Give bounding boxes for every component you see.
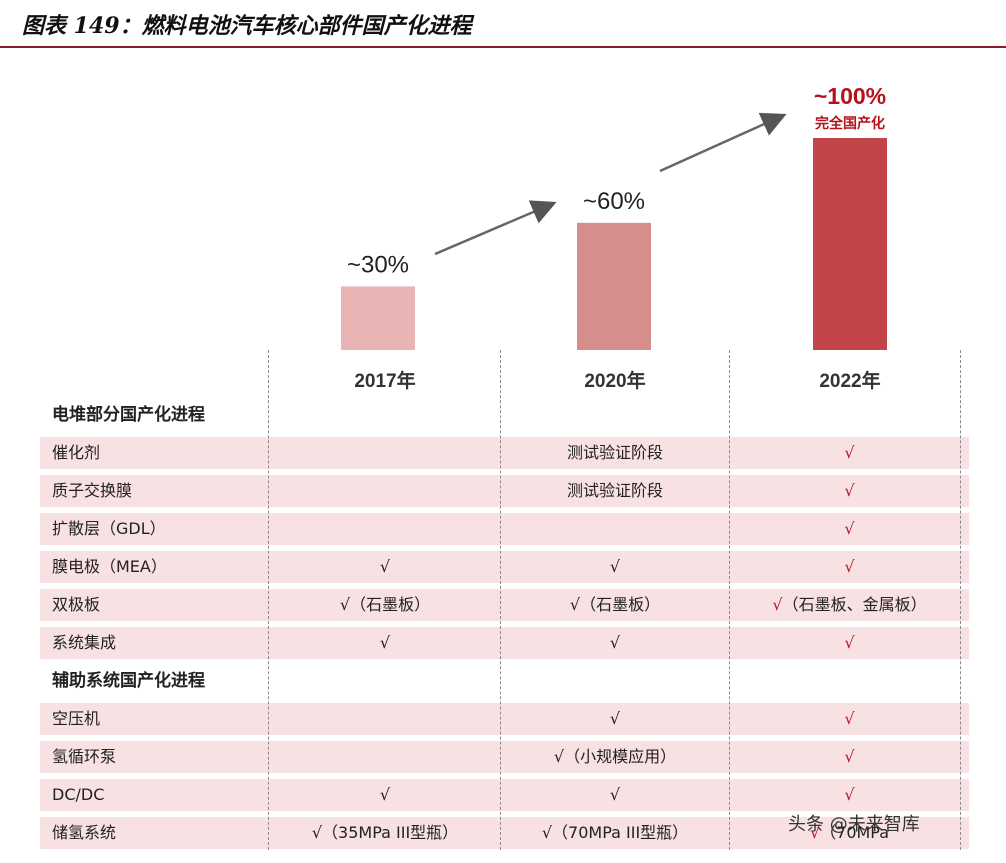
row-label: 催化剂 [52,443,101,462]
cell-c2017 [270,741,500,773]
watermark: 头条 @未来智库 [788,814,920,835]
cell-c2022: √ [844,709,855,728]
bar-2020年 [577,222,651,350]
cell-c2020: √ [609,709,621,728]
cell-c2022: √ [844,557,855,576]
cell-c2017: √（石墨板） [339,595,431,614]
annotation-full-localization: 完全国产化 [815,115,885,132]
table-row [40,513,969,545]
cell-c2017 [270,513,500,545]
cell-c2020: √ [609,785,621,804]
row-label: 储氢系统 [52,823,117,842]
table-row [40,589,969,621]
bar-2022年 [813,138,887,350]
cell-c2017 [270,437,500,469]
bar-chart: ~30% ~60% ~100% 完全国产化 [341,83,887,350]
data-label-2022年: ~100% [814,83,886,109]
cell-c2020 [501,513,729,545]
page-title: 图表 149：燃料电池汽车核心部件国产化进程 [22,13,472,39]
row-label: 氢循环泵 [52,747,117,766]
table-row [40,627,969,659]
cell-c2017: √（35MPa III型瓶） [311,823,459,842]
cell-c2017 [270,475,500,507]
year-label-2020: 2020年 [584,371,646,392]
cell-c2020: √ [609,633,621,652]
table-row [40,437,969,469]
bar-2017年 [341,286,415,350]
trend-arrow-2 [659,112,787,173]
cell-c2022: √（70MPa [809,823,890,842]
trend-arrow-1 [434,200,557,256]
cell-c2020: 测试验证阶段 [566,481,663,500]
cell-c2020: √（小规模应用） [553,747,677,766]
year-label-2022: 2022年 [819,371,881,392]
row-label: 系统集成 [52,633,117,652]
title-bar: 图表 149：燃料电池汽车核心部件国产化进程 [0,0,1006,48]
section-title: 电堆部分国产化进程 [52,405,205,425]
row-label: 膜电极（MEA） [52,557,167,576]
cell-c2017: √ [379,633,391,652]
row-label: DC/DC [52,785,105,804]
column-divider [268,350,269,850]
cell-c2022: √ [844,747,855,766]
table-row [40,817,969,849]
row-label: 双极板 [52,595,101,614]
cell-c2020: √（石墨板） [569,595,661,614]
column-divider [500,350,501,850]
cell-c2020: √（70MPa III型瓶） [541,823,689,842]
cell-c2022: √ [844,633,855,652]
cell-c2022: √（石墨板、金属板） [772,595,927,614]
cell-c2022: √ [844,443,855,462]
column-divider [960,350,961,850]
column-divider [729,350,730,850]
table-row [40,551,969,583]
cell-c2017: √ [379,785,391,804]
year-label-2017: 2017年 [354,371,416,392]
cell-c2022: √ [844,785,855,804]
data-label-2017年: ~30% [347,251,409,278]
table-row [40,741,969,773]
cell-c2022: √ [844,481,855,500]
cell-c2017: √ [379,557,391,576]
cell-c2020: 测试验证阶段 [566,443,663,462]
cell-c2020: √ [609,557,621,576]
row-label: 质子交换膜 [52,481,133,500]
cell-c2022: √ [844,519,855,538]
table-row [40,779,969,811]
row-label: 空压机 [52,709,101,728]
section-title: 辅助系统国产化进程 [52,671,205,691]
cell-c2017 [270,703,500,735]
table-row [40,475,969,507]
data-label-2020年: ~60% [583,188,645,215]
table-row [40,703,969,735]
row-label: 扩散层（GDL） [52,519,166,538]
